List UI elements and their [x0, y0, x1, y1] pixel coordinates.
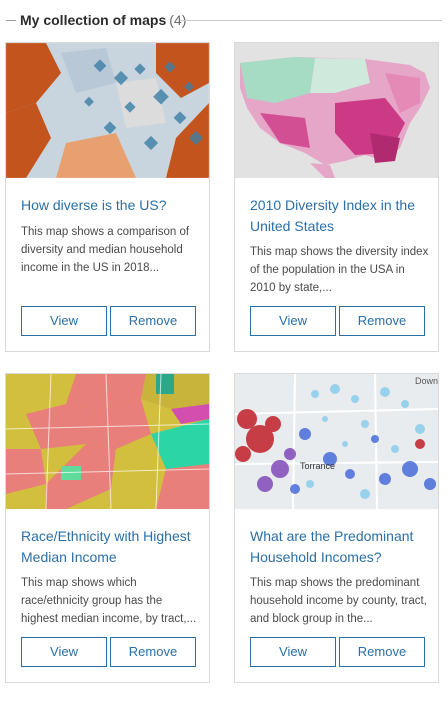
- map-card-title[interactable]: What are the Predominant Household Incom…: [250, 528, 414, 565]
- remove-button[interactable]: Remove: [339, 306, 425, 336]
- map-card-description: This map shows the diversity index of th…: [250, 246, 429, 294]
- map-thumbnail[interactable]: [6, 43, 209, 178]
- thumbnail-label-torrance: Torrance: [300, 461, 335, 471]
- remove-button[interactable]: Remove: [110, 306, 196, 336]
- map-card-title[interactable]: Race/Ethnicity with Highest Median Incom…: [21, 528, 191, 565]
- map-thumbnail[interactable]: [6, 374, 209, 509]
- view-button[interactable]: View: [250, 637, 336, 667]
- header-divider-left: [6, 20, 16, 21]
- map-card-title[interactable]: 2010 Diversity Index in the United State…: [250, 197, 415, 234]
- remove-button[interactable]: Remove: [339, 637, 425, 667]
- collection-title-text: My collection of maps: [20, 12, 167, 28]
- remove-button[interactable]: Remove: [110, 637, 196, 667]
- map-card-title[interactable]: How diverse is the US?: [21, 197, 167, 213]
- map-card-description: This map shows the predominant household…: [250, 577, 427, 625]
- map-card-description: This map shows which race/ethnicity grou…: [21, 577, 197, 625]
- header-divider-right: [180, 20, 442, 21]
- map-thumbnail[interactable]: [235, 43, 438, 178]
- collection-title: My collection of maps (4): [20, 12, 186, 28]
- map-card-description: This map shows a comparison of diversity…: [21, 226, 190, 274]
- view-button[interactable]: View: [21, 306, 107, 336]
- map-card-4: Down Torrance What are the Predominant H…: [234, 373, 439, 683]
- view-button[interactable]: View: [250, 306, 336, 336]
- collection-header: My collection of maps (4): [0, 10, 448, 32]
- collection-count: (4): [169, 12, 187, 28]
- map-card-3: Race/Ethnicity with Highest Median Incom…: [5, 373, 210, 683]
- view-button[interactable]: View: [21, 637, 107, 667]
- map-card-2: 2010 Diversity Index in the United State…: [234, 42, 439, 352]
- thumbnail-label-down: Down: [415, 376, 438, 386]
- map-card-1: How diverse is the US? This map shows a …: [5, 42, 210, 352]
- map-thumbnail[interactable]: Down Torrance: [235, 374, 438, 509]
